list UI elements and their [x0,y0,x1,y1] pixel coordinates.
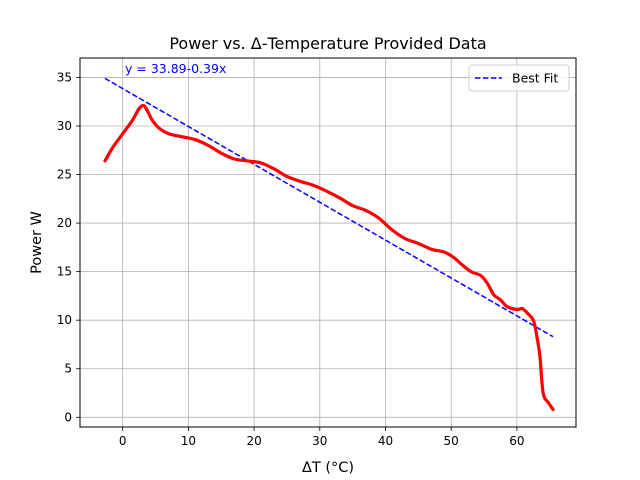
x-tick-label: 30 [312,434,327,448]
legend: Best Fit [468,64,570,92]
ticks: 0 10 20 30 40 50 60 0 5 10 15 20 25 30 35 [57,70,525,448]
best-fit-line [104,77,554,338]
legend-box [468,64,570,92]
plot-series [103,77,555,412]
y-tick-label: 35 [57,70,72,84]
legend-label-best-fit: Best Fit [512,71,558,86]
axes-frame [79,57,577,428]
chart-title: Power vs. Δ-Temperature Provided Data [169,34,486,53]
y-tick-label: 20 [57,216,72,230]
y-tick-label: 5 [64,362,72,376]
y-tick-label: 30 [57,119,72,133]
fit-equation-annotation: y = 33.89-0.39x [125,61,226,76]
y-tick-label: 25 [57,168,72,182]
power-data-line [103,103,555,412]
grid [80,58,576,427]
y-tick-label: 10 [57,313,72,327]
x-tick-label: 50 [444,434,459,448]
x-tick-label: 0 [119,434,127,448]
x-tick-label: 10 [181,434,196,448]
x-tick-label: 60 [509,434,524,448]
x-tick-label: 20 [246,434,261,448]
y-tick-label: 0 [64,410,72,424]
y-axis-label: Power W [29,211,45,274]
y-tick-label: 15 [57,265,72,279]
x-axis-label: ΔT (°C) [302,460,354,476]
x-tick-label: 40 [378,434,393,448]
